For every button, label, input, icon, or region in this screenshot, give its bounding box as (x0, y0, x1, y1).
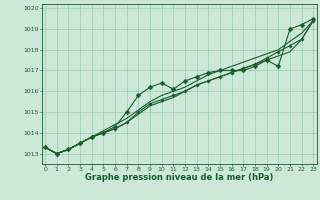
X-axis label: Graphe pression niveau de la mer (hPa): Graphe pression niveau de la mer (hPa) (85, 173, 273, 182)
